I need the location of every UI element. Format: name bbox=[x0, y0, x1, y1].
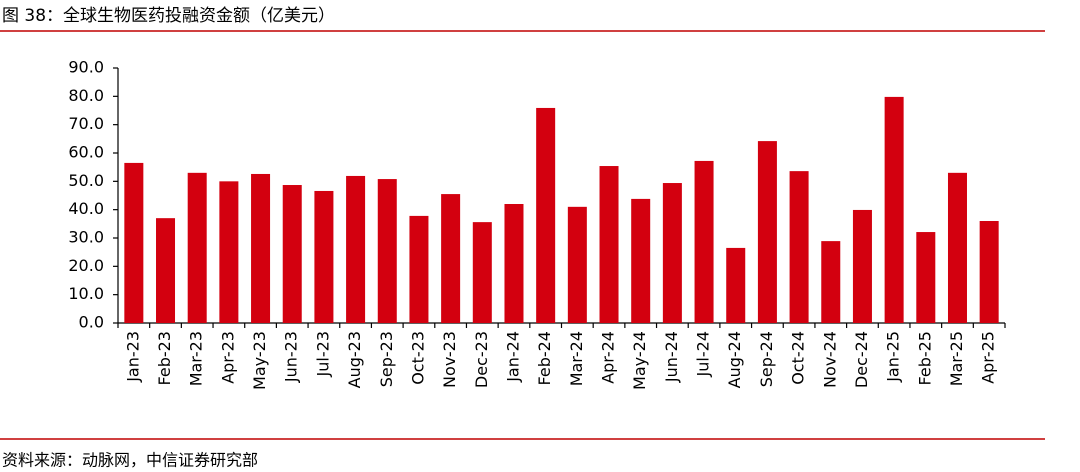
bar bbox=[916, 232, 936, 323]
chart-title: 图 38：全球生物医药投融资金额（亿美元） bbox=[2, 6, 335, 26]
x-tick-label: Apr-23 bbox=[218, 331, 237, 384]
y-tick-label: 70.0 bbox=[68, 114, 104, 133]
x-tick-label: Mar-23 bbox=[187, 331, 206, 386]
x-tick-label: Feb-23 bbox=[155, 331, 174, 385]
bar bbox=[251, 173, 271, 323]
bar bbox=[631, 198, 651, 323]
bar bbox=[694, 160, 714, 323]
bar bbox=[567, 206, 587, 323]
x-tick-label: Jan-25 bbox=[884, 331, 903, 383]
bar bbox=[124, 162, 144, 323]
x-tick-label: Feb-25 bbox=[915, 331, 934, 385]
x-tick-label: May-24 bbox=[630, 331, 649, 390]
y-tick-label: 80.0 bbox=[68, 86, 104, 105]
x-tick-label: Aug-23 bbox=[345, 331, 364, 388]
bar bbox=[187, 172, 207, 323]
x-tick-label: Sep-23 bbox=[377, 331, 396, 387]
bar bbox=[377, 179, 397, 323]
x-tick-label: Oct-23 bbox=[408, 331, 427, 385]
bar bbox=[947, 172, 967, 323]
bar bbox=[314, 190, 334, 323]
x-tick-label: Nov-23 bbox=[440, 331, 459, 388]
bar bbox=[156, 218, 176, 323]
y-tick-label: 40.0 bbox=[68, 199, 104, 218]
bar bbox=[472, 222, 492, 323]
bar bbox=[757, 141, 777, 323]
bar bbox=[789, 171, 809, 323]
bar bbox=[441, 194, 461, 323]
x-tick-label: Jan-23 bbox=[123, 331, 142, 383]
y-tick-label: 30.0 bbox=[68, 228, 104, 247]
x-tick-label: Mar-24 bbox=[567, 331, 586, 386]
bar bbox=[504, 204, 524, 323]
x-tick-label: Dec-23 bbox=[472, 331, 491, 388]
bar bbox=[821, 241, 841, 323]
x-tick-label: Apr-24 bbox=[599, 331, 618, 384]
bar bbox=[536, 107, 556, 323]
x-tick-label: Aug-24 bbox=[725, 331, 744, 388]
bar bbox=[219, 181, 239, 323]
bar bbox=[726, 247, 746, 323]
x-tick-label: Jun-23 bbox=[282, 331, 301, 383]
x-tick-label: Nov-24 bbox=[820, 331, 839, 388]
y-tick-label: 60.0 bbox=[68, 143, 104, 162]
y-tick-label: 20.0 bbox=[68, 256, 104, 275]
x-tick-label: May-23 bbox=[250, 331, 269, 390]
bar bbox=[282, 185, 302, 323]
x-tick-label: Mar-25 bbox=[947, 331, 966, 386]
y-tick-label: 10.0 bbox=[68, 284, 104, 303]
y-tick-label: 50.0 bbox=[68, 171, 104, 190]
bar bbox=[346, 175, 366, 323]
bar bbox=[662, 183, 682, 323]
x-tick-label: Sep-24 bbox=[757, 331, 776, 387]
x-tick-label: Jul-24 bbox=[694, 331, 713, 377]
x-tick-label: Jan-24 bbox=[503, 331, 522, 383]
x-tick-label: Dec-24 bbox=[852, 331, 871, 388]
x-tick-label: Jul-23 bbox=[313, 331, 332, 377]
source-note: 资料来源：动脉网，中信证券研究部 bbox=[2, 451, 258, 470]
x-tick-label: Feb-24 bbox=[535, 331, 554, 385]
bar bbox=[599, 166, 619, 323]
bar bbox=[884, 96, 904, 324]
bar bbox=[979, 221, 999, 323]
x-tick-label: Oct-24 bbox=[789, 331, 808, 385]
x-tick-label: Apr-25 bbox=[979, 331, 998, 384]
bar bbox=[852, 209, 872, 323]
y-tick-label: 90.0 bbox=[68, 58, 104, 77]
x-tick-label: Jun-24 bbox=[662, 331, 681, 383]
y-tick-label: 0.0 bbox=[79, 313, 104, 332]
bar bbox=[409, 215, 429, 323]
